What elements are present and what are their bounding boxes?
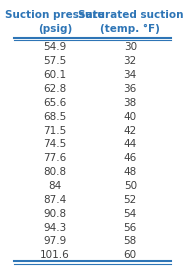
Text: 71.5: 71.5 bbox=[43, 126, 66, 136]
Text: 46: 46 bbox=[124, 153, 137, 163]
Text: 77.6: 77.6 bbox=[43, 153, 66, 163]
Text: 54.9: 54.9 bbox=[43, 42, 66, 52]
Text: Saturated suction: Saturated suction bbox=[77, 10, 183, 20]
Text: 80.8: 80.8 bbox=[43, 167, 66, 177]
Text: 52: 52 bbox=[124, 195, 137, 205]
Text: 38: 38 bbox=[124, 98, 137, 108]
Text: 44: 44 bbox=[124, 139, 137, 149]
Text: 57.5: 57.5 bbox=[43, 56, 66, 66]
Text: (temp. °F): (temp. °F) bbox=[100, 24, 160, 34]
Text: 32: 32 bbox=[124, 56, 137, 66]
Text: 58: 58 bbox=[124, 236, 137, 246]
Text: 84: 84 bbox=[48, 181, 61, 191]
Text: 36: 36 bbox=[124, 84, 137, 94]
Text: 50: 50 bbox=[124, 181, 137, 191]
Text: 60: 60 bbox=[124, 250, 137, 260]
Text: 54: 54 bbox=[124, 209, 137, 219]
Text: 65.6: 65.6 bbox=[43, 98, 66, 108]
Text: 74.5: 74.5 bbox=[43, 139, 66, 149]
Text: 60.1: 60.1 bbox=[43, 70, 66, 80]
Text: 40: 40 bbox=[124, 112, 137, 122]
Text: 90.8: 90.8 bbox=[43, 209, 66, 219]
Text: 97.9: 97.9 bbox=[43, 236, 66, 246]
Text: 34: 34 bbox=[124, 70, 137, 80]
Text: 68.5: 68.5 bbox=[43, 112, 66, 122]
Text: 94.3: 94.3 bbox=[43, 222, 66, 233]
Text: 48: 48 bbox=[124, 167, 137, 177]
Text: 30: 30 bbox=[124, 42, 137, 52]
Text: 101.6: 101.6 bbox=[40, 250, 70, 260]
Text: Suction pressure: Suction pressure bbox=[5, 10, 105, 20]
Text: (psig): (psig) bbox=[38, 24, 72, 34]
Text: 87.4: 87.4 bbox=[43, 195, 66, 205]
Text: 62.8: 62.8 bbox=[43, 84, 66, 94]
Text: 56: 56 bbox=[124, 222, 137, 233]
Text: 42: 42 bbox=[124, 126, 137, 136]
